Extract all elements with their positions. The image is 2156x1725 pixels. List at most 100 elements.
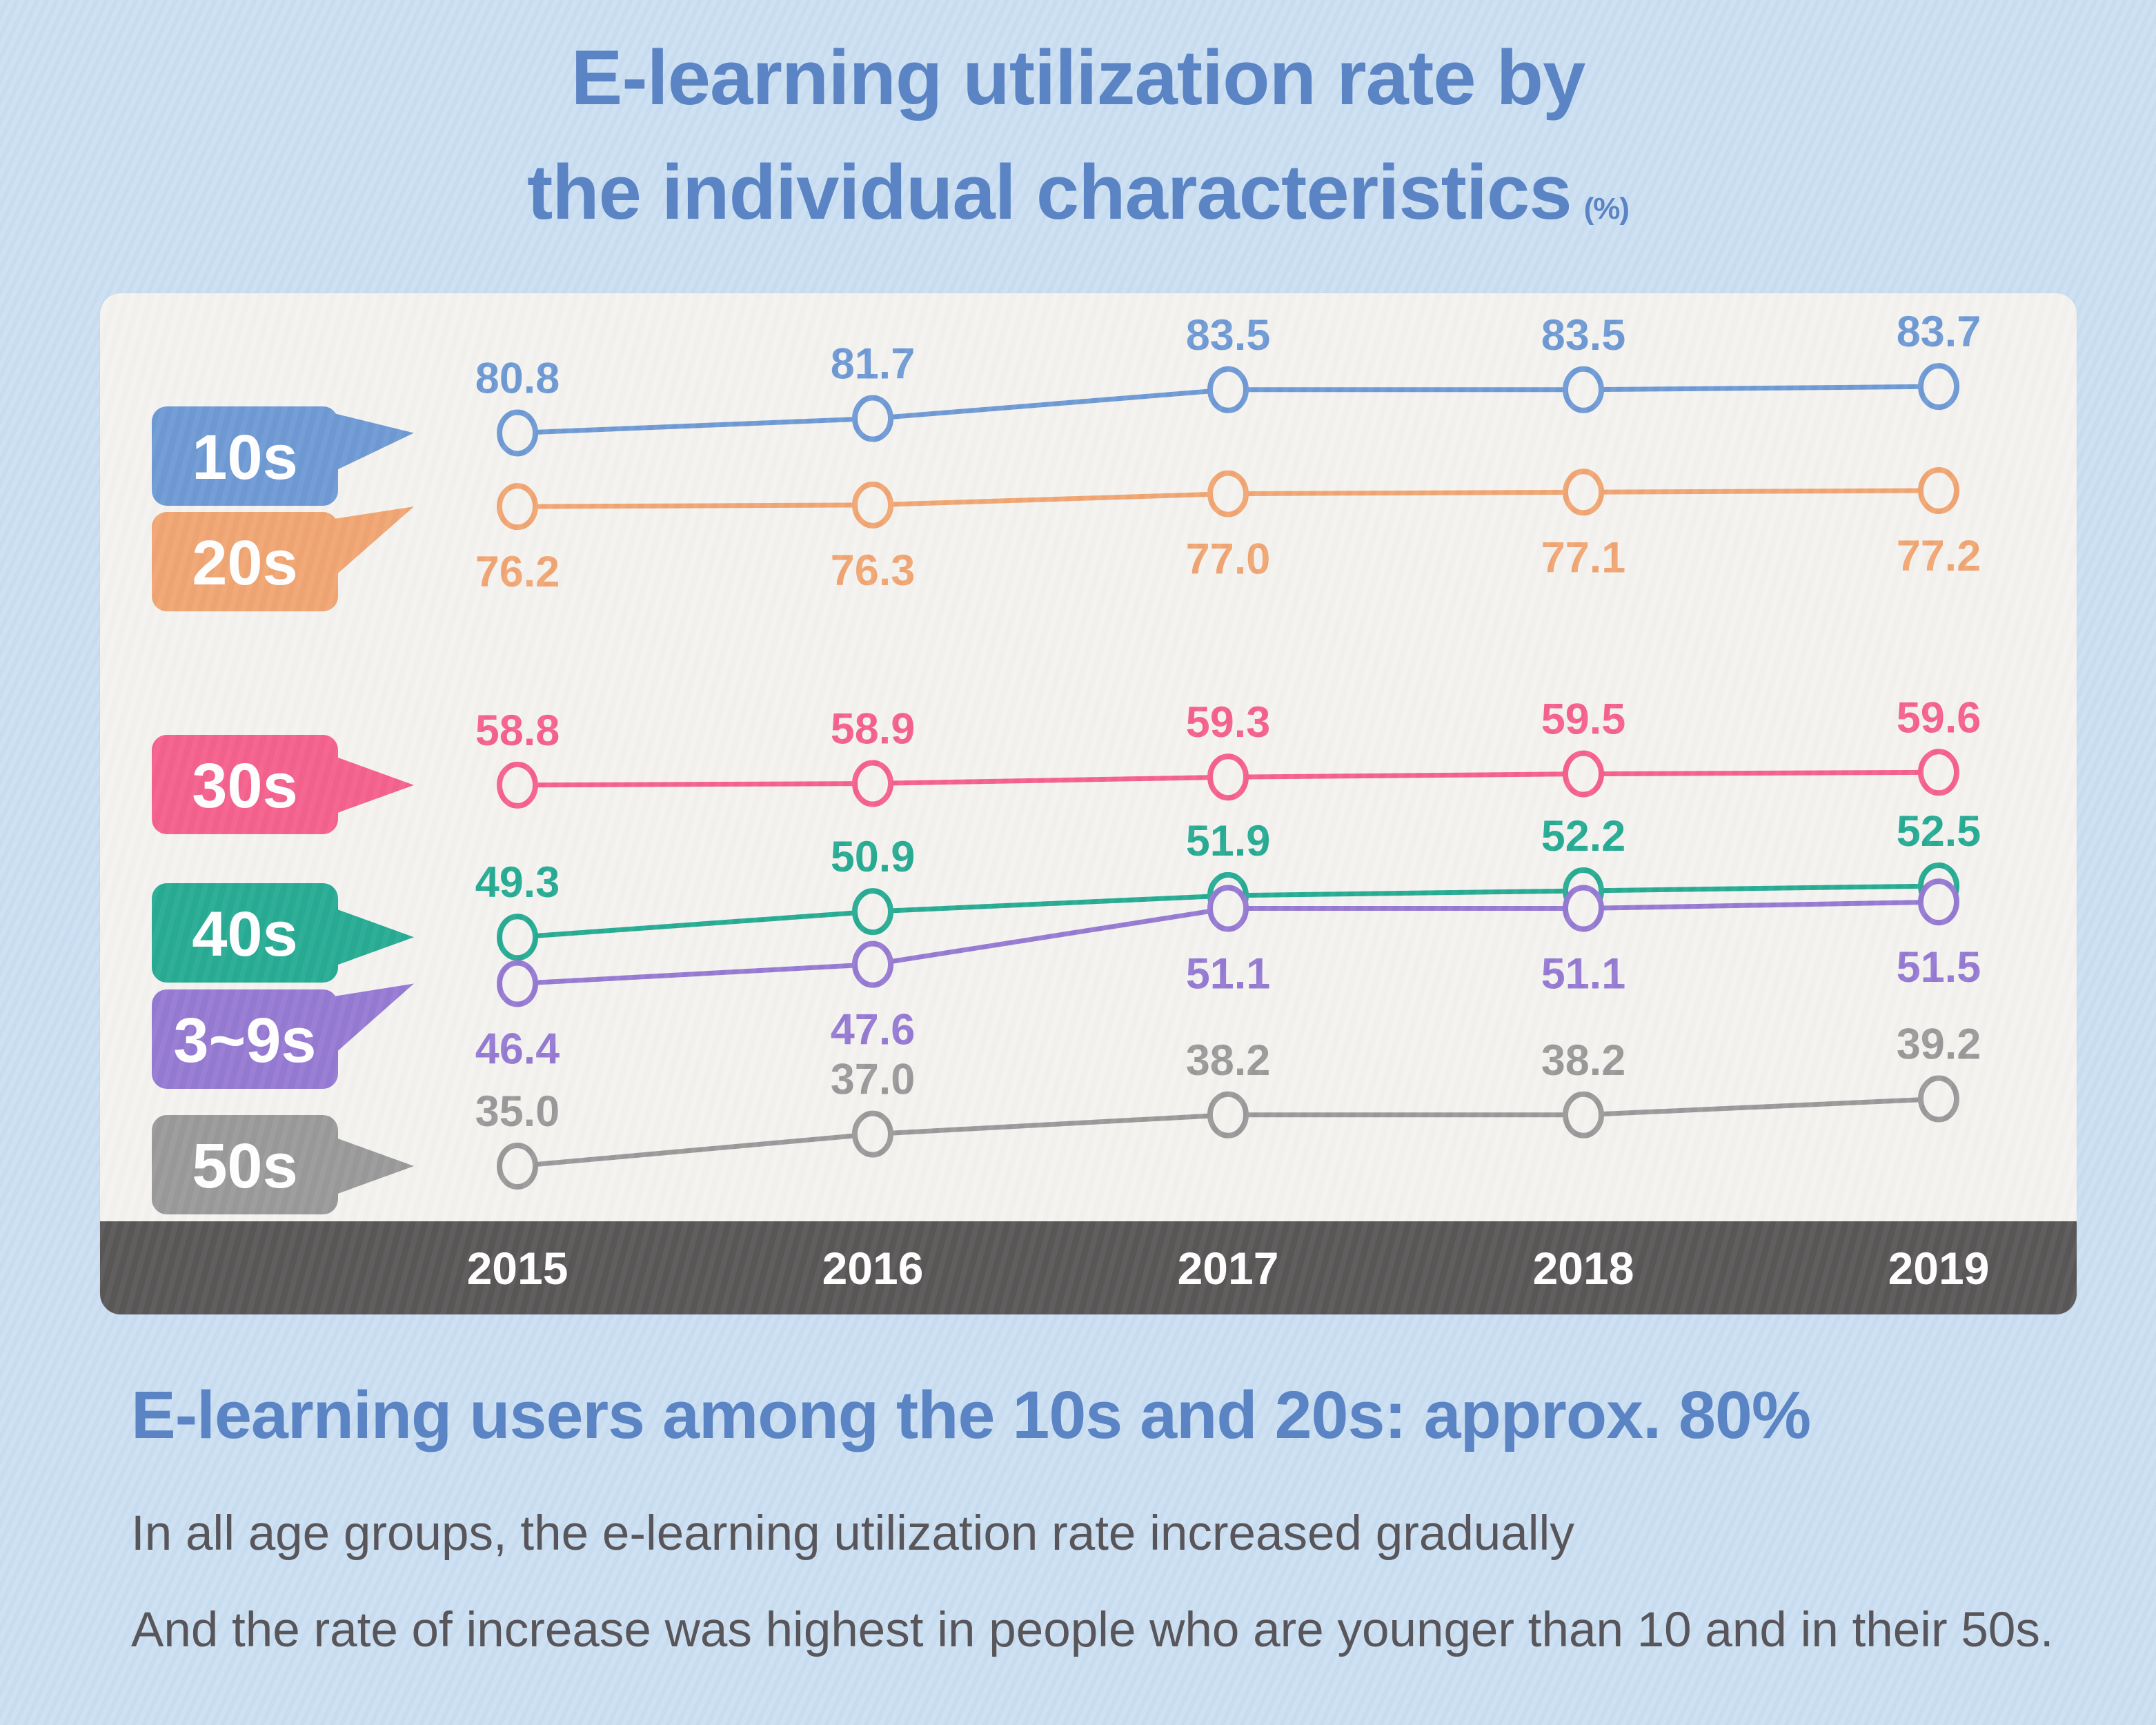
legend-label: 20s [192, 528, 298, 598]
value-label: 80.8 [475, 354, 560, 402]
value-label: 76.2 [475, 548, 560, 596]
legend-tag-50s: 50s [152, 1115, 414, 1214]
value-label: 77.1 [1541, 533, 1626, 582]
series-40s: 40s 49.3 50.9 51.9 52.2 52.5 [152, 807, 1981, 983]
value-label: 37.0 [831, 1056, 916, 1104]
data-point [497, 1143, 538, 1190]
legend-tag-40s: 40s [152, 883, 414, 983]
title-line-1: E-learning utilization rate by [571, 34, 1586, 121]
value-label: 38.2 [1186, 1036, 1271, 1085]
value-label: 52.5 [1897, 807, 1981, 856]
data-point [852, 395, 893, 442]
value-label: 39.2 [1897, 1021, 1981, 1069]
value-label: 51.1 [1541, 949, 1626, 998]
legend-pointer [334, 756, 414, 814]
data-point [1207, 366, 1249, 413]
value-label: 50.9 [831, 833, 916, 881]
series-20s: 20s 76.2 76.3 77.0 77.1 77.2 [152, 466, 1981, 611]
value-label: 35.0 [475, 1087, 560, 1136]
summary-line-2: And the rate of increase was highest in … [131, 1603, 2054, 1658]
series-3~9s: 3~9s 46.4 47.6 51.1 51.1 51.5 [152, 878, 1981, 1089]
data-point [852, 940, 893, 988]
x-axis-band [100, 1221, 2077, 1314]
data-point [497, 914, 538, 961]
data-point [497, 409, 538, 457]
legend-pointer [334, 983, 414, 1054]
data-point [1563, 366, 1604, 413]
value-label: 38.2 [1541, 1036, 1626, 1085]
year-label: 2016 [822, 1243, 924, 1294]
data-point [1207, 885, 1249, 932]
value-label: 47.6 [831, 1006, 916, 1054]
legend-label: 3~9s [173, 1005, 316, 1076]
legend-tag-30s: 30s [152, 735, 414, 834]
legend-pointer [334, 1137, 414, 1195]
data-point [497, 960, 538, 1007]
value-label: 83.5 [1541, 311, 1626, 359]
title-line-2: the individual characteristics (%) [526, 148, 1630, 235]
data-point [1918, 363, 1959, 411]
page-title: E-learning utilization rate by the indiv… [0, 21, 2156, 250]
chart-area: 2015 2016 2017 2018 2019 10s 80.8 81.7 83.5 83.5 8… [100, 293, 2077, 1314]
data-point [1918, 878, 1959, 926]
line-chart: 2015 2016 2017 2018 2019 10s 80.8 81.7 83.5 83.5 8… [100, 293, 2077, 1314]
value-label: 46.4 [475, 1025, 560, 1074]
value-label: 58.8 [475, 707, 560, 755]
year-label: 2018 [1533, 1243, 1634, 1294]
legend-tag-3~9s: 3~9s [152, 983, 414, 1089]
legend-box [152, 1115, 338, 1214]
legend-label: 40s [192, 899, 298, 969]
data-point [1563, 469, 1604, 516]
value-label: 76.3 [831, 546, 916, 595]
data-point [852, 760, 893, 807]
year-label: 2017 [1178, 1243, 1279, 1294]
data-point [1563, 885, 1604, 932]
value-label: 83.5 [1186, 311, 1271, 359]
series-30s: 30s 58.8 58.9 59.3 59.5 59.6 [152, 693, 1981, 834]
summary-line-1: In all age groups, the e-learning utiliz… [131, 1506, 1574, 1561]
value-label: 81.7 [831, 340, 916, 388]
data-point [852, 1110, 893, 1158]
value-label: 58.9 [831, 705, 916, 753]
legend-box [152, 512, 338, 611]
legend-box [152, 735, 338, 834]
summary-headline: E-learning users among the 10s and 20s: … [131, 1377, 1811, 1452]
data-point [852, 888, 893, 936]
summary-block: E-learning users among the 10s and 20s: … [131, 1377, 2073, 1696]
legend-tag-10s: 10s [152, 406, 414, 506]
value-label: 77.0 [1186, 535, 1271, 584]
legend-box [152, 883, 338, 983]
series-10s: 10s 80.8 81.7 83.5 83.5 83.7 [152, 308, 1981, 506]
legend-box [152, 989, 338, 1089]
data-point [1563, 750, 1604, 798]
legend-tag-20s: 20s [152, 506, 414, 611]
legend-label: 50s [192, 1131, 298, 1201]
legend-label: 30s [192, 751, 298, 821]
data-point [1918, 1075, 1959, 1123]
legend-pointer [334, 506, 414, 577]
series-50s: 50s 35.0 37.0 38.2 38.2 39.2 [152, 1021, 1981, 1214]
data-point [852, 481, 893, 529]
value-label: 59.5 [1541, 696, 1626, 744]
chart-paper [100, 293, 2077, 1314]
legend-box [152, 406, 338, 506]
data-point [1207, 753, 1249, 801]
title-unit: (%) [1583, 191, 1630, 226]
data-point [1207, 470, 1249, 518]
value-label: 51.1 [1186, 949, 1271, 998]
value-label: 52.2 [1541, 812, 1626, 860]
year-label: 2015 [467, 1243, 568, 1294]
value-label: 51.5 [1897, 943, 1981, 992]
value-label: 59.3 [1186, 698, 1271, 747]
data-point [497, 483, 538, 531]
legend-label: 10s [192, 422, 298, 493]
value-label: 49.3 [475, 858, 560, 907]
value-label: 59.6 [1897, 693, 1981, 742]
data-point [1918, 749, 1959, 796]
legend-pointer [334, 908, 414, 967]
legend-pointer [334, 413, 414, 471]
value-label: 77.2 [1897, 532, 1981, 580]
data-point [497, 761, 538, 809]
data-point [1918, 466, 1959, 514]
